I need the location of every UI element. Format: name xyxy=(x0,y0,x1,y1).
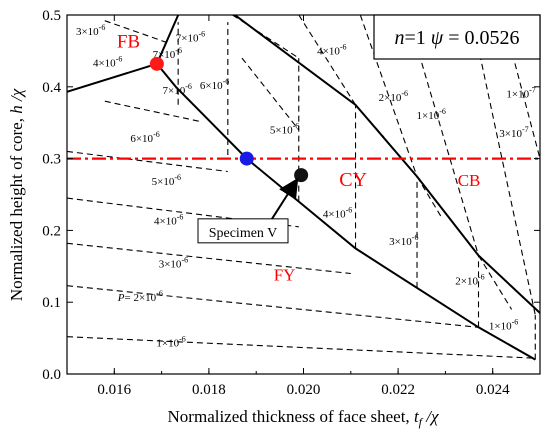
contour-label: 7×10-6 xyxy=(176,30,205,45)
contour-label: 6×10-6 xyxy=(130,130,159,145)
contour-label: 3×10-6 xyxy=(159,256,188,271)
contour-label: 1×10-6 xyxy=(156,335,185,350)
x-tick-label: 0.024 xyxy=(476,382,510,398)
x-tick-label: 0.022 xyxy=(381,382,415,398)
region-labels: FB CY CB FY xyxy=(117,31,481,284)
parameter-text: n=1 ψ = 0.0526 xyxy=(395,27,520,49)
contour-line xyxy=(67,150,228,173)
contour-label: 5×10-6 xyxy=(270,121,299,136)
marked-point xyxy=(149,56,164,71)
contour-line xyxy=(470,15,536,316)
contour-label: 1×10-7 xyxy=(506,86,535,101)
contour-labels: 1×10-6 P= 2×10-6 3×10-6 4×10-6 5×10-6 6×10-6 3… xyxy=(76,23,536,350)
vertical-dashed-segments xyxy=(177,22,536,360)
marked-point xyxy=(294,168,309,183)
x-tick-label: 0.020 xyxy=(287,382,321,398)
axis-ticks: 0.016 0.018 0.020 0.022 0.024 0.0 0.1 0.2 0.3 0.4… xyxy=(42,8,541,398)
annotation-box xyxy=(197,218,289,244)
contour-label: 1×10-6 xyxy=(417,107,446,122)
contour-line xyxy=(241,57,300,131)
contour-line xyxy=(416,176,442,217)
contour-line xyxy=(67,336,536,359)
contour-label: 4×10-6 xyxy=(323,205,352,220)
contour-line xyxy=(67,285,479,328)
region-label: FB xyxy=(117,31,140,52)
annotation-text: Specimen V xyxy=(209,226,278,241)
parameter-box-frame xyxy=(373,14,541,60)
contour-label: 4×10-6 xyxy=(317,42,346,57)
y-tick-label: 0.5 xyxy=(42,8,61,24)
y-tick-label: 0.4 xyxy=(42,80,61,96)
contour-line xyxy=(478,255,513,310)
y-axis-label: Normalized height of core, h /χ xyxy=(7,88,26,301)
y-tick-label: 0.1 xyxy=(42,295,61,311)
contour-label: 2×10-6 xyxy=(455,272,484,287)
y-tick-label: 0.0 xyxy=(42,367,61,383)
contour-label: 5×10-6 xyxy=(152,173,181,188)
contour-label: 6×10-6 xyxy=(200,77,229,92)
region-label: CY xyxy=(339,169,367,191)
contour-label: 3×10-6 xyxy=(389,233,418,248)
contour-label: P= 2×10-6 xyxy=(117,289,163,304)
contour-label: 7×10-6 xyxy=(163,82,192,97)
y-tick-label: 0.2 xyxy=(42,223,61,239)
marked-points xyxy=(149,56,309,183)
contour-label: 3×10-7 xyxy=(499,125,528,140)
specimen-annotation: Specimen V xyxy=(197,177,299,244)
contour-line xyxy=(359,15,418,177)
contour-label: 2×10-6 xyxy=(379,89,408,104)
region-label: FY xyxy=(274,266,296,285)
marked-point xyxy=(239,151,254,166)
y-tick-label: 0.3 xyxy=(42,152,61,168)
region-label: CB xyxy=(458,171,481,190)
boundary-line xyxy=(234,15,540,314)
contour-line xyxy=(104,20,167,43)
x-axis-label: Normalized thickness of face sheet, tf /… xyxy=(168,407,439,429)
parameter-box: n=1 ψ = 0.0526 xyxy=(373,14,541,60)
annotation-arrow xyxy=(271,177,299,220)
x-tick-label: 0.018 xyxy=(192,382,226,398)
contour-line xyxy=(104,100,200,122)
contour-label: 3×10-6 xyxy=(76,23,105,38)
contour-line xyxy=(67,242,351,275)
contour-line xyxy=(298,15,356,106)
contour-label: 1×10-6 xyxy=(489,317,518,332)
contour-label: 4×10-6 xyxy=(93,55,122,70)
contour-label: 4×10-6 xyxy=(154,213,183,228)
boundary-line xyxy=(156,63,536,361)
x-tick-label: 0.016 xyxy=(97,382,131,398)
